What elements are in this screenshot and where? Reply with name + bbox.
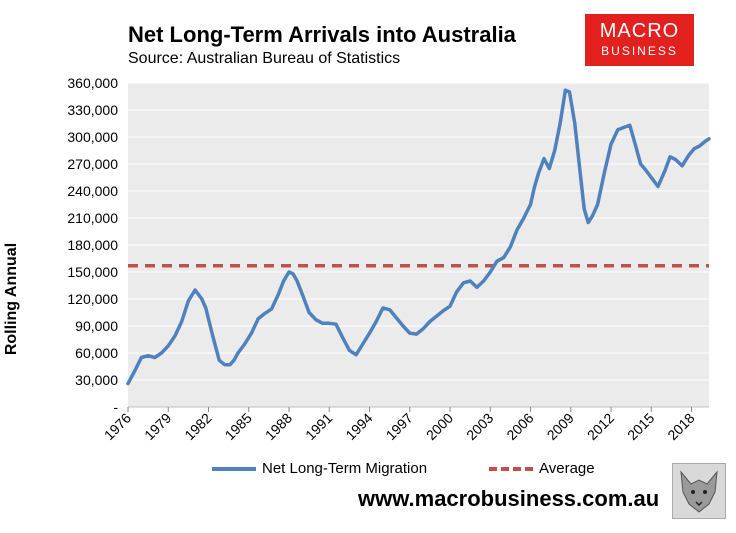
y-tick-label: 360,000	[67, 75, 118, 91]
wolf-mascot-icon	[672, 463, 726, 519]
y-tick-label: -	[113, 399, 118, 415]
x-tick-label: 1976	[101, 410, 134, 443]
y-tick-label: 240,000	[67, 183, 118, 199]
x-tick-label: 1997	[383, 410, 416, 443]
legend-average-label: Average	[539, 460, 595, 477]
y-tick-label: 330,000	[67, 102, 118, 118]
y-axis: - 30,000 60,000 90,000 120,000 150,000 180,000…	[67, 75, 709, 415]
series-line-net-migration	[126, 88, 711, 386]
legend-item-series: Net Long-Term Migration	[212, 460, 427, 477]
x-tick-label: 2018	[664, 410, 697, 443]
legend-item-average: Average	[489, 460, 595, 477]
y-tick-label: 270,000	[67, 156, 118, 172]
macrobusiness-logo: MACRO BUSINESS	[585, 14, 694, 66]
x-tick-label: 1982	[181, 410, 214, 443]
x-tick-label: 2009	[544, 410, 577, 443]
x-tick-label: 1988	[262, 410, 295, 443]
y-tick-label: 300,000	[67, 129, 118, 145]
x-tick-label: 1985	[222, 410, 255, 443]
x-tick-label: 2003	[463, 410, 496, 443]
x-tick-label: 1994	[342, 410, 375, 443]
y-tick-label: 60,000	[75, 345, 118, 361]
y-tick-label: 90,000	[75, 318, 118, 334]
x-tick-label: 1979	[141, 410, 174, 443]
gridlines	[128, 82, 709, 381]
chart-subtitle: Source: Australian Bureau of Statistics	[128, 50, 401, 67]
x-axis: 1976 1979 1982 1985 1988 1991 1994 1997 2000 2003…	[101, 407, 698, 443]
x-tick-label: 2000	[423, 410, 456, 443]
logo-line-1: MACRO	[599, 20, 680, 42]
legend-series-swatch	[212, 466, 256, 471]
legend-average-swatch	[489, 466, 533, 471]
x-tick-label: 2006	[503, 410, 536, 443]
x-tick-label: 2012	[584, 410, 617, 443]
logo-line-2: BUSINESS	[601, 44, 678, 58]
chart-title: Net Long-Term Arrivals into Australia	[128, 22, 516, 47]
website-url[interactable]: www.macrobusiness.com.au	[358, 486, 660, 511]
y-tick-label: 120,000	[67, 291, 118, 307]
legend-series-label: Net Long-Term Migration	[262, 460, 428, 477]
y-tick-label: 210,000	[67, 210, 118, 226]
x-tick-label: 1991	[302, 410, 335, 443]
y-tick-label: 180,000	[67, 237, 118, 253]
x-tick-label: 2015	[624, 410, 657, 443]
y-tick-label: 150,000	[67, 264, 118, 280]
y-tick-label: 30,000	[75, 372, 118, 388]
